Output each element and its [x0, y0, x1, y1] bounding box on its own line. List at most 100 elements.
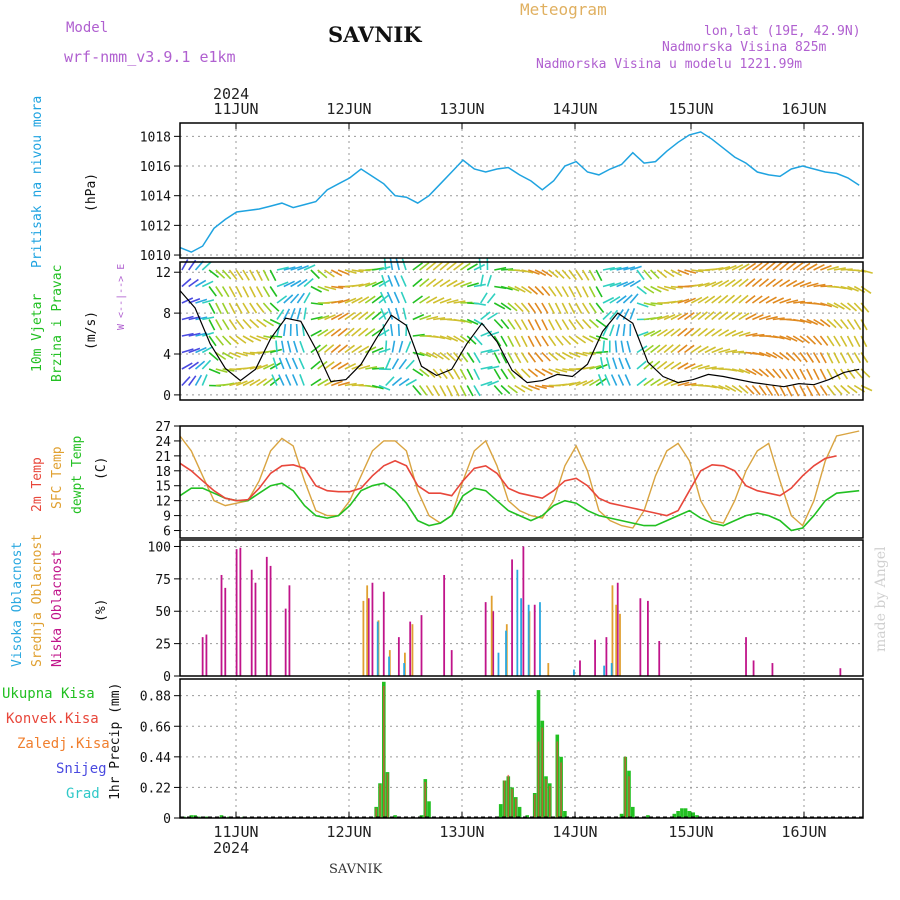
wind-arrow	[745, 278, 756, 288]
wind-arrow	[643, 377, 654, 387]
wind-arrow	[602, 266, 615, 271]
wind-arrow	[697, 311, 708, 321]
footer-station: SAVNIK	[329, 862, 383, 877]
wind-arrow	[548, 286, 557, 297]
total-precip-bar	[219, 815, 224, 818]
wind-arrow	[555, 351, 566, 360]
total-precip-bar	[517, 806, 522, 818]
wind-arrow	[487, 380, 499, 387]
wind-arrow	[221, 319, 230, 331]
wind-arrow	[222, 335, 232, 346]
wind-arrow	[650, 360, 661, 370]
wind-arrow	[188, 278, 199, 288]
wind-arrow	[562, 368, 575, 372]
wind-arrow	[614, 340, 618, 353]
wind-arrow	[249, 335, 262, 342]
wind-arrow	[387, 275, 394, 287]
wind-arrow	[778, 368, 788, 380]
wind-arrow	[393, 275, 400, 287]
wind-arrow	[605, 357, 611, 370]
wind-arrow	[786, 299, 799, 304]
wind-arrow	[765, 368, 776, 379]
wind-arrow	[283, 294, 294, 304]
wind-arrow	[391, 340, 396, 353]
wind-arrow	[779, 298, 792, 304]
wind-arrow	[208, 351, 219, 361]
wind-arrow	[684, 297, 696, 304]
wind-arrow	[595, 286, 603, 298]
wind-arrow	[711, 280, 723, 288]
wind-arrow	[221, 286, 230, 298]
wind-arrow	[256, 318, 267, 328]
convective-precip-bar	[545, 779, 547, 818]
wind-arrow	[561, 335, 572, 346]
pressure-line	[179, 131, 860, 253]
wind-arrow	[324, 314, 336, 321]
wind-arrow	[222, 382, 235, 387]
wind-arrow	[724, 384, 737, 393]
wind-arrow	[697, 327, 708, 337]
wind-arrow	[228, 286, 236, 298]
wind-arrow	[520, 368, 531, 378]
sfc-temp-line	[179, 430, 860, 529]
wind-arrow	[480, 311, 491, 321]
wind-arrow	[242, 318, 252, 329]
wind-arrow	[317, 328, 329, 337]
wind-arrow	[446, 279, 458, 288]
wind-arrow	[602, 296, 615, 304]
wind-arrow	[758, 368, 770, 378]
wind-arrow	[398, 378, 410, 387]
wind-arrow	[364, 311, 376, 321]
wind-arrow	[792, 335, 804, 343]
wind-arrow	[402, 307, 407, 320]
y-tick-label: 0.44	[140, 751, 171, 766]
wind-arrow	[779, 261, 790, 271]
wind-arrow	[385, 376, 395, 387]
wind-arrow	[195, 316, 208, 321]
wind-arrow	[636, 331, 649, 337]
wind-arrow	[453, 335, 465, 343]
wind-arrow	[554, 302, 562, 315]
wind-arrow	[541, 351, 551, 362]
wind-arrow	[249, 365, 262, 370]
wind-arrow	[286, 340, 292, 353]
wind-arrow	[690, 311, 702, 321]
panel-frame	[179, 122, 864, 259]
wind-arrow	[513, 335, 521, 348]
wind-arrow	[697, 282, 710, 288]
wind-arrow	[833, 318, 843, 329]
wind-arrow	[581, 269, 590, 281]
wind-arrow	[813, 283, 826, 288]
wind-arrow	[650, 378, 662, 387]
total-precip-bar	[646, 815, 650, 818]
wind-arrow	[381, 274, 387, 287]
wind-arrow	[568, 351, 581, 358]
y-tick-label: 75	[155, 573, 171, 588]
y-tick-label: 0.66	[140, 720, 171, 735]
wind-arrow	[208, 302, 216, 314]
wind-arrow	[704, 295, 716, 304]
wind-arrow	[337, 381, 350, 387]
wind-arrow	[202, 331, 215, 337]
wind-arrow	[738, 384, 749, 394]
wind-arrow	[765, 385, 774, 397]
wind-arrow	[840, 302, 851, 311]
wind-arrow	[650, 269, 660, 279]
year-top: 2024	[213, 85, 250, 103]
wind-arrow	[588, 318, 599, 329]
panel-frame	[179, 539, 864, 677]
wind-arrow	[466, 263, 478, 271]
wind-arrow	[595, 269, 603, 282]
wind-arrow	[371, 311, 382, 321]
convective-precip-bar	[375, 808, 377, 818]
wind-arrow	[222, 368, 235, 372]
wind-arrow	[324, 328, 335, 337]
wind-arrow	[378, 348, 391, 354]
wind-arrow	[290, 265, 303, 271]
wind-arrow	[656, 328, 668, 337]
wind-arrow	[636, 360, 647, 370]
wind-arrow	[847, 384, 858, 394]
wind-arrow	[283, 280, 295, 288]
wind-arrow	[806, 282, 819, 288]
